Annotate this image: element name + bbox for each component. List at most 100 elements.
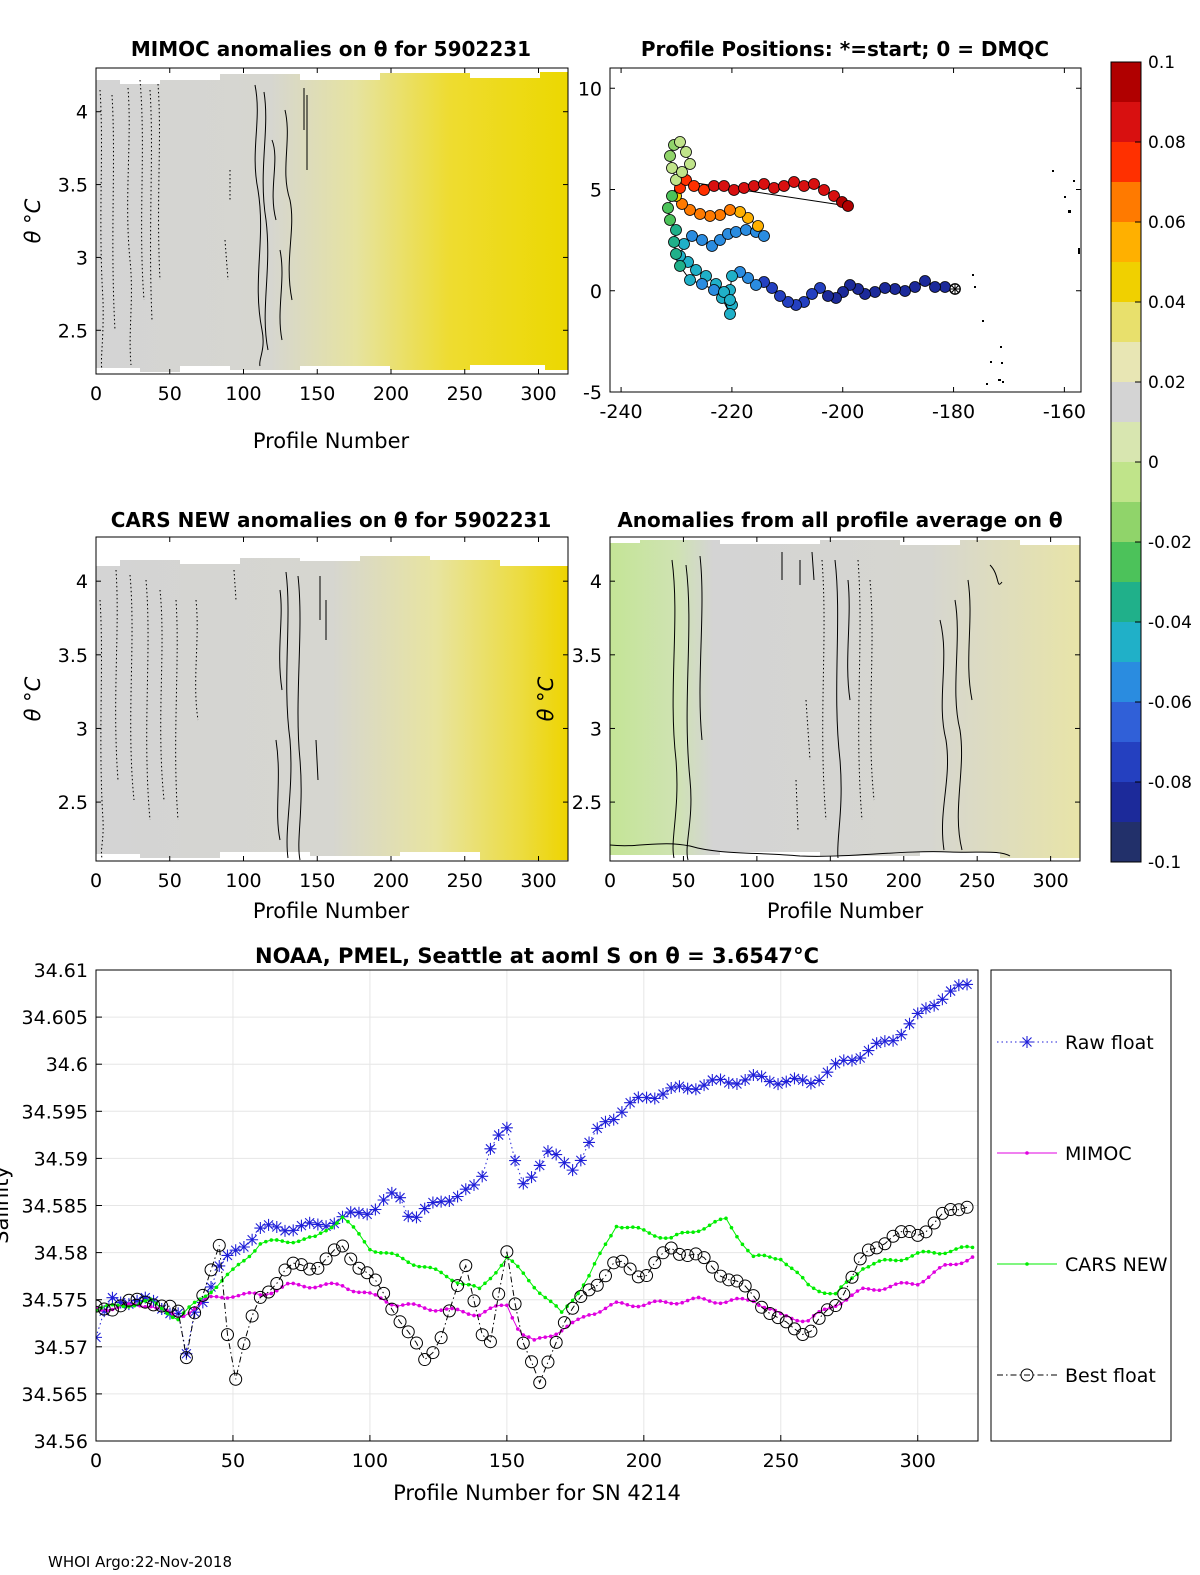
x-tick-label: 100 bbox=[225, 870, 261, 892]
data-point bbox=[566, 1301, 580, 1315]
average-heatmap bbox=[610, 537, 1080, 861]
data-point bbox=[138, 1295, 152, 1309]
y-tick-label: 3.5 bbox=[58, 645, 88, 667]
data-point bbox=[433, 1309, 438, 1313]
data-point bbox=[673, 1080, 686, 1093]
data-point bbox=[658, 1236, 663, 1240]
data-point bbox=[476, 1170, 489, 1183]
data-point bbox=[278, 1263, 292, 1277]
data-point bbox=[713, 1301, 717, 1305]
colorbar-cell bbox=[1111, 62, 1141, 103]
salinity-legend-box bbox=[990, 969, 1172, 1442]
data-point bbox=[433, 1267, 438, 1271]
data-point bbox=[303, 1216, 316, 1229]
position-point bbox=[708, 180, 720, 192]
data-point bbox=[526, 1335, 531, 1339]
data-point bbox=[390, 1251, 394, 1256]
x-tick-label: -160 bbox=[1043, 401, 1086, 423]
data-point bbox=[952, 979, 965, 992]
data-point bbox=[229, 1372, 243, 1386]
position-point bbox=[879, 282, 891, 294]
position-point bbox=[684, 204, 696, 216]
data-point bbox=[952, 1203, 966, 1217]
data-point bbox=[357, 1232, 361, 1236]
data-point bbox=[163, 1307, 176, 1320]
x-tick-label: 0 bbox=[90, 383, 102, 405]
data-point bbox=[735, 1234, 739, 1239]
position-point bbox=[798, 180, 810, 192]
data-point bbox=[303, 1262, 317, 1276]
data-point bbox=[401, 1325, 415, 1339]
data-point bbox=[253, 1249, 257, 1253]
position-point bbox=[768, 182, 780, 194]
salinity-title-prefix: NOAA, PMEL, Seattle at aoml S on θ = 3.6… bbox=[255, 944, 793, 968]
y-tick-label: 3.5 bbox=[572, 645, 602, 667]
data-point bbox=[735, 1296, 739, 1301]
data-point bbox=[351, 1289, 356, 1294]
data-point bbox=[872, 1288, 876, 1292]
data-point bbox=[804, 1324, 818, 1338]
position-point bbox=[806, 288, 818, 300]
x-tick-label: 200 bbox=[373, 870, 409, 892]
data-point bbox=[231, 1295, 235, 1299]
data-point bbox=[607, 1113, 620, 1126]
data-point bbox=[296, 1282, 301, 1287]
cars-contours-dotted bbox=[99, 569, 237, 859]
data-point bbox=[307, 1235, 312, 1239]
data-point bbox=[919, 1002, 932, 1015]
data-point bbox=[484, 1142, 497, 1155]
data-point bbox=[258, 1293, 263, 1297]
data-point bbox=[642, 1303, 646, 1308]
cars-xlabel: Profile Number bbox=[253, 899, 410, 923]
data-point bbox=[903, 1225, 917, 1239]
data-point bbox=[789, 1266, 794, 1271]
data-point bbox=[672, 1247, 686, 1261]
data-point bbox=[614, 1224, 619, 1229]
position-point bbox=[752, 220, 764, 232]
data-point bbox=[533, 1159, 546, 1172]
position-point bbox=[724, 294, 736, 306]
data-point bbox=[209, 1290, 213, 1295]
footer-credit: WHOI Argo:22-Nov-2018 bbox=[48, 1553, 232, 1571]
data-point bbox=[549, 1335, 563, 1349]
data-point bbox=[214, 1285, 219, 1290]
position-point bbox=[666, 190, 678, 202]
data-point bbox=[130, 1292, 144, 1306]
data-point bbox=[771, 1311, 785, 1325]
data-point bbox=[247, 1254, 252, 1259]
data-point bbox=[718, 1301, 723, 1306]
data-point bbox=[724, 1216, 728, 1221]
data-point bbox=[361, 1208, 374, 1221]
data-point bbox=[1020, 1368, 1034, 1382]
data-point bbox=[631, 1304, 635, 1309]
data-point bbox=[833, 1291, 838, 1296]
data-point bbox=[409, 1336, 423, 1350]
data-point bbox=[768, 1255, 772, 1259]
data-point bbox=[615, 1254, 629, 1268]
data-point bbox=[212, 1238, 226, 1252]
panel-positions-title: Profile Positions: *=start; 0 = DMQC bbox=[641, 37, 1049, 61]
data-point bbox=[143, 1299, 148, 1303]
data-point bbox=[763, 1075, 776, 1088]
data-point bbox=[313, 1234, 317, 1239]
cars-contours bbox=[275, 571, 327, 861]
x-tick-label: 50 bbox=[221, 1450, 245, 1472]
data-point bbox=[505, 1303, 509, 1308]
data-point bbox=[696, 1295, 701, 1300]
data-point bbox=[543, 1335, 548, 1339]
data-point bbox=[329, 1225, 334, 1230]
data-point bbox=[821, 1066, 834, 1079]
data-point bbox=[878, 1035, 891, 1048]
data-point bbox=[780, 1075, 793, 1088]
data-point bbox=[247, 1290, 252, 1295]
data-point bbox=[475, 1328, 489, 1342]
salinity-series bbox=[96, 978, 975, 1390]
position-point bbox=[662, 202, 674, 214]
data-point bbox=[229, 1244, 242, 1257]
data-point bbox=[362, 1290, 367, 1295]
y-tick-label: 34.59 bbox=[34, 1148, 88, 1170]
positions-ticks: -240 -220 -200 -180 -160 -5 0 5 10 bbox=[578, 68, 1086, 423]
mimoc-ticks: 0 50 100 150 200 250 300 2.5 3 3.5 4 bbox=[58, 68, 568, 405]
data-point bbox=[609, 1233, 613, 1238]
position-point bbox=[714, 234, 726, 246]
